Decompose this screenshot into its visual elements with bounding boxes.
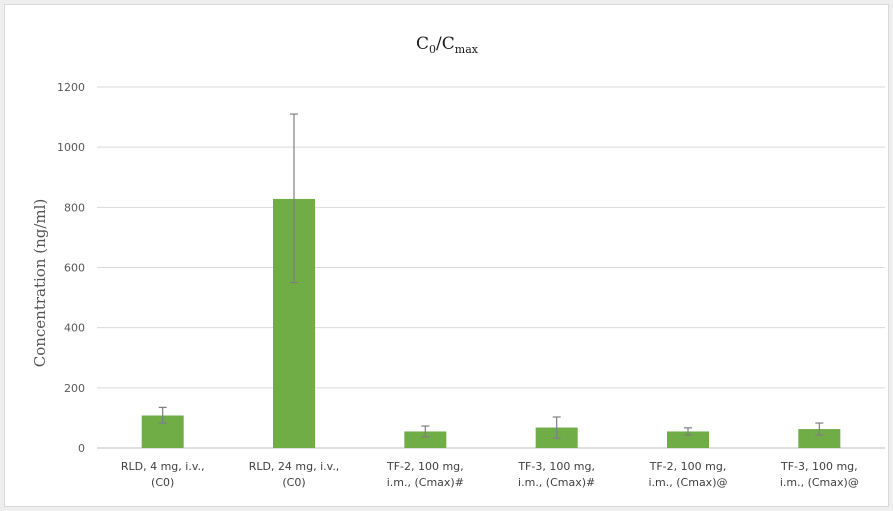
x-tick-label-line: TF-3, 100 mg, — [517, 460, 595, 473]
error-bar — [158, 406, 167, 424]
bar — [667, 431, 709, 448]
error-bar — [290, 113, 298, 284]
bars — [141, 198, 841, 448]
y-tick-label: 800 — [64, 201, 85, 214]
x-tick-label-line: i.m., (Cmax)# — [518, 476, 595, 489]
x-tick-label: TF-2, 100 mg, i.m., (Cmax)@ — [649, 460, 728, 489]
y-tick-label: 400 — [64, 322, 85, 335]
x-tick-label: RLD, 24 mg, i.v., (C0) — [249, 460, 340, 489]
chart-frame: C0/Cmax Concentration (ng/ml) 0 200 400 600… — [4, 4, 889, 507]
bar — [404, 431, 447, 448]
x-tick-label-line: (C0) — [151, 476, 174, 489]
x-tick-label-line: i.m., (Cmax)@ — [649, 476, 728, 489]
chart-title: C0/Cmax — [416, 34, 479, 56]
y-tick-label: 0 — [78, 442, 85, 455]
y-tick-label: 600 — [64, 262, 85, 275]
x-tick-label-line: RLD, 24 mg, i.v., — [249, 460, 340, 473]
x-tick-label-line: TF-2, 100 mg, — [386, 460, 464, 473]
x-tick-label: TF-2, 100 mg, i.m., (Cmax)# — [386, 460, 464, 489]
error-bars — [158, 113, 824, 439]
error-bar — [684, 427, 692, 436]
x-tick-label-line: RLD, 4 mg, i.v., — [121, 460, 205, 473]
x-tick-label-line: TF-3, 100 mg, — [780, 460, 858, 473]
x-tick-labels: RLD, 4 mg, i.v., (C0) RLD, 24 mg, i.v., (C0… — [121, 460, 859, 489]
y-tick-label: 1200 — [57, 81, 85, 94]
x-tick-label: TF-3, 100 mg, i.m., (Cmax)@ — [780, 460, 859, 489]
error-bar — [552, 416, 561, 439]
x-tick-label-line: i.m., (Cmax)@ — [780, 476, 859, 489]
y-axis-label: Concentration (ng/ml) — [31, 199, 49, 368]
y-tick-label: 1000 — [57, 141, 85, 154]
error-bar — [815, 422, 824, 436]
y-tick-labels: 0 200 400 600 800 1000 1200 — [57, 81, 85, 455]
y-tick-label: 200 — [64, 382, 85, 395]
x-tick-label: TF-3, 100 mg, i.m., (Cmax)# — [517, 460, 595, 489]
error-bar — [421, 425, 430, 438]
bar-chart: C0/Cmax Concentration (ng/ml) 0 200 400 600… — [31, 34, 885, 489]
x-tick-label: RLD, 4 mg, i.v., (C0) — [121, 460, 205, 489]
x-tick-label-line: (C0) — [282, 476, 305, 489]
x-tick-label-line: i.m., (Cmax)# — [387, 476, 464, 489]
bar — [798, 429, 841, 448]
gridlines — [97, 86, 885, 449]
x-tick-label-line: TF-2, 100 mg, — [649, 460, 727, 473]
